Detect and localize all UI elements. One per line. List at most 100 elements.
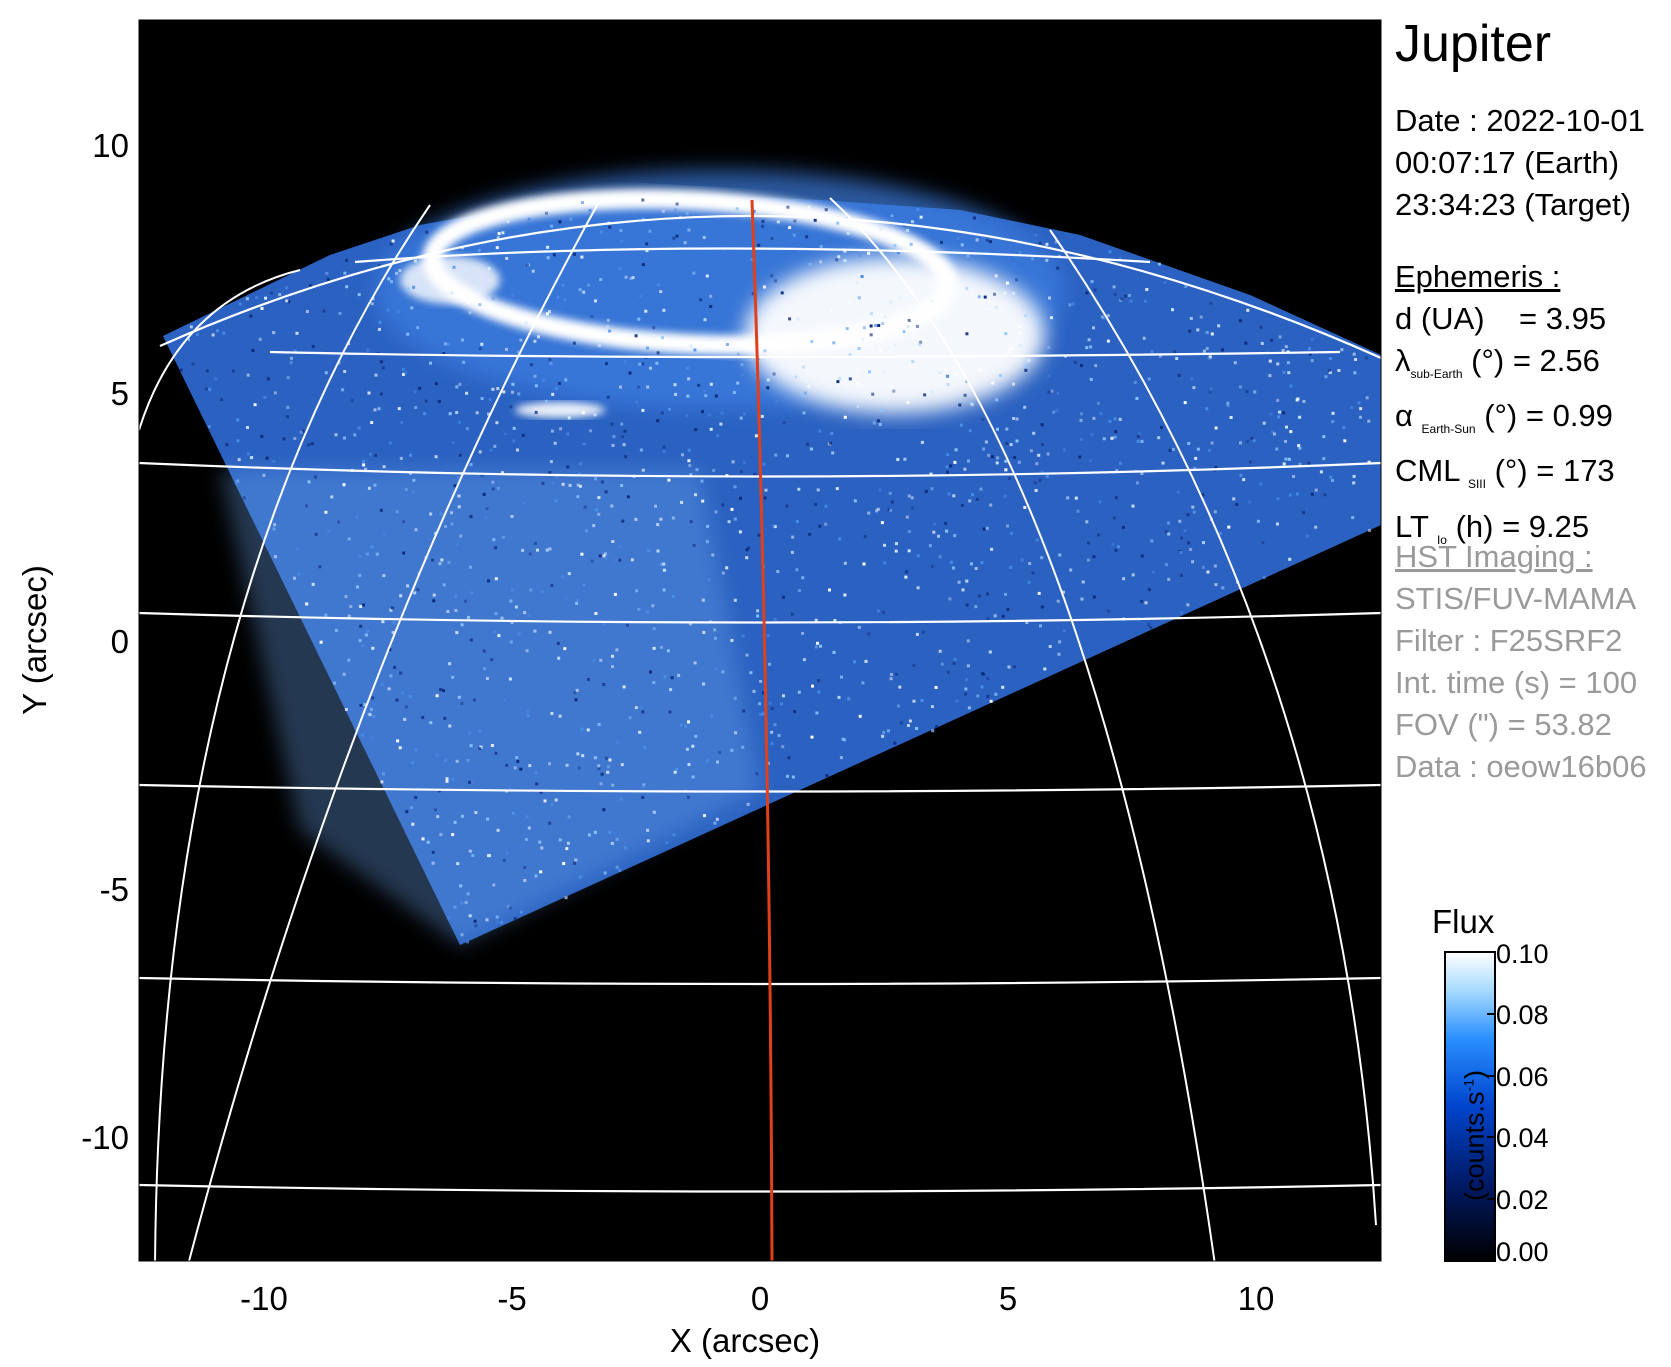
noise-pixel	[800, 394, 804, 397]
noise-pixel	[1177, 374, 1181, 377]
noise-pixel	[580, 255, 584, 259]
noise-pixel	[273, 391, 277, 395]
noise-pixel	[966, 639, 970, 643]
noise-pixel	[424, 399, 428, 403]
noise-pixel	[930, 564, 934, 568]
noise-pixel	[960, 243, 964, 247]
noise-pixel	[579, 484, 582, 488]
noise-pixel	[391, 631, 395, 634]
noise-pixel	[604, 557, 608, 561]
noise-pixel	[563, 647, 567, 651]
noise-pixel	[448, 662, 452, 666]
longitude-grid	[139, 197, 1377, 1261]
noise-pixel	[576, 495, 580, 499]
noise-pixel	[380, 392, 383, 396]
noise-pixel	[912, 699, 916, 703]
noise-pixel	[599, 782, 603, 786]
noise-pixel	[660, 562, 663, 566]
noise-pixel	[861, 681, 865, 685]
noise-pixel	[1005, 427, 1009, 431]
noise-pixel	[639, 295, 643, 299]
noise-pixel	[307, 480, 311, 484]
noise-pixel	[497, 634, 501, 638]
noise-pixel	[952, 661, 956, 665]
noise-pixel	[1001, 614, 1005, 618]
noise-pixel	[652, 646, 656, 650]
noise-pixel	[372, 715, 376, 718]
noise-pixel	[1331, 411, 1335, 415]
noise-pixel	[605, 362, 608, 366]
noise-pixel	[236, 439, 240, 443]
noise-pixel	[1024, 364, 1028, 368]
noise-pixel	[511, 811, 515, 815]
noise-pixel	[673, 770, 677, 774]
noise-pixel	[414, 748, 418, 752]
noise-pixel	[438, 562, 442, 566]
noise-pixel	[452, 265, 456, 269]
hst-int-time: Int. time (s) = 100	[1395, 665, 1638, 700]
noise-pixel	[560, 575, 564, 579]
noise-pixel	[1047, 374, 1051, 378]
noise-pixel	[587, 833, 591, 837]
outer-emission	[515, 402, 605, 418]
noise-pixel	[501, 231, 505, 235]
noise-pixel	[1167, 577, 1171, 581]
noise-pixel	[544, 399, 548, 403]
noise-pixel	[1214, 466, 1218, 470]
distance-value: = 3.95	[1519, 301, 1607, 336]
noise-pixel	[1248, 500, 1252, 504]
noise-pixel	[403, 717, 407, 721]
noise-pixel	[344, 595, 348, 599]
noise-pixel	[451, 675, 455, 679]
noise-pixel	[924, 489, 928, 493]
noise-pixel	[489, 448, 493, 452]
noise-pixel	[758, 712, 762, 716]
noise-pixel	[1212, 469, 1216, 472]
noise-pixel	[435, 694, 439, 698]
noise-pixel	[815, 711, 819, 715]
noise-pixel	[478, 747, 482, 750]
noise-pixel	[801, 365, 805, 369]
noise-pixel	[1024, 314, 1028, 318]
noise-pixel	[189, 325, 193, 329]
noise-pixel	[1112, 285, 1116, 289]
noise-pixel	[514, 605, 518, 609]
noise-pixel	[1005, 441, 1009, 445]
noise-pixel	[370, 302, 374, 306]
x-tick-label: -10	[240, 1280, 288, 1317]
noise-pixel	[1114, 548, 1118, 552]
noise-pixel	[519, 767, 523, 771]
noise-pixel	[502, 390, 506, 394]
noise-pixel	[635, 589, 639, 593]
noise-pixel	[964, 678, 968, 682]
noise-pixel	[944, 368, 947, 372]
noise-pixel	[961, 588, 965, 592]
noise-pixel	[478, 450, 482, 454]
ephemeris-cml: CML SIII (°) = 173	[1395, 450, 1615, 505]
noise-pixel	[516, 350, 520, 354]
noise-pixel	[439, 512, 443, 516]
noise-pixel	[770, 237, 774, 240]
noise-pixel	[559, 427, 563, 431]
noise-pixel	[810, 447, 813, 451]
noise-pixel	[976, 694, 980, 698]
noise-pixel	[1152, 570, 1156, 574]
noise-pixel	[309, 284, 313, 288]
noise-pixel	[550, 584, 554, 587]
noise-pixel	[1142, 336, 1146, 340]
noise-pixel	[1322, 435, 1326, 439]
noise-pixel	[505, 763, 509, 767]
noise-pixel	[451, 833, 455, 837]
noise-pixel	[1004, 468, 1008, 472]
noise-pixel	[485, 677, 489, 680]
noise-pixel	[319, 640, 323, 644]
noise-pixel	[1080, 412, 1084, 416]
noise-pixel	[721, 503, 725, 507]
noise-pixel	[1135, 397, 1139, 400]
noise-pixel	[540, 590, 544, 594]
noise-pixel	[656, 283, 660, 287]
noise-pixel	[374, 373, 378, 377]
noise-pixel	[361, 733, 364, 737]
noise-pixel	[910, 496, 914, 500]
noise-pixel	[802, 658, 806, 662]
